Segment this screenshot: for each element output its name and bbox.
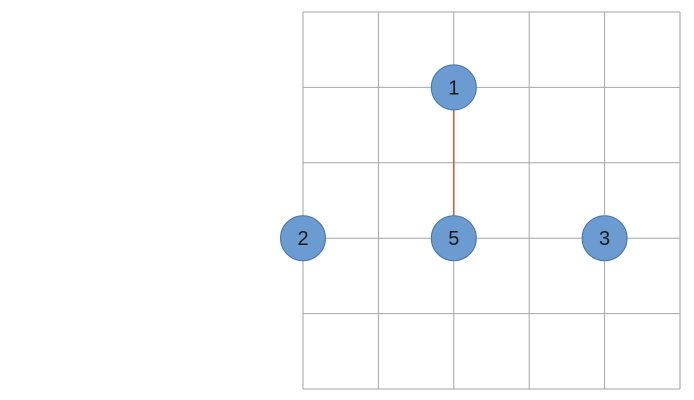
node-label: 1 <box>448 77 459 99</box>
node-circle <box>280 215 326 262</box>
grid-lines <box>302 11 681 390</box>
node-label: 5 <box>448 228 459 250</box>
node-circle <box>581 215 628 262</box>
node-5[interactable]: 5 <box>430 215 477 262</box>
node-circle <box>430 215 477 262</box>
node-label: 2 <box>297 228 308 250</box>
node-2[interactable]: 2 <box>280 215 326 262</box>
nodes: 1 2 5 3 <box>280 64 628 262</box>
node-label: 3 <box>599 228 610 250</box>
node-circle <box>430 64 477 111</box>
node-1[interactable]: 1 <box>430 64 477 111</box>
node-3[interactable]: 3 <box>581 215 628 262</box>
